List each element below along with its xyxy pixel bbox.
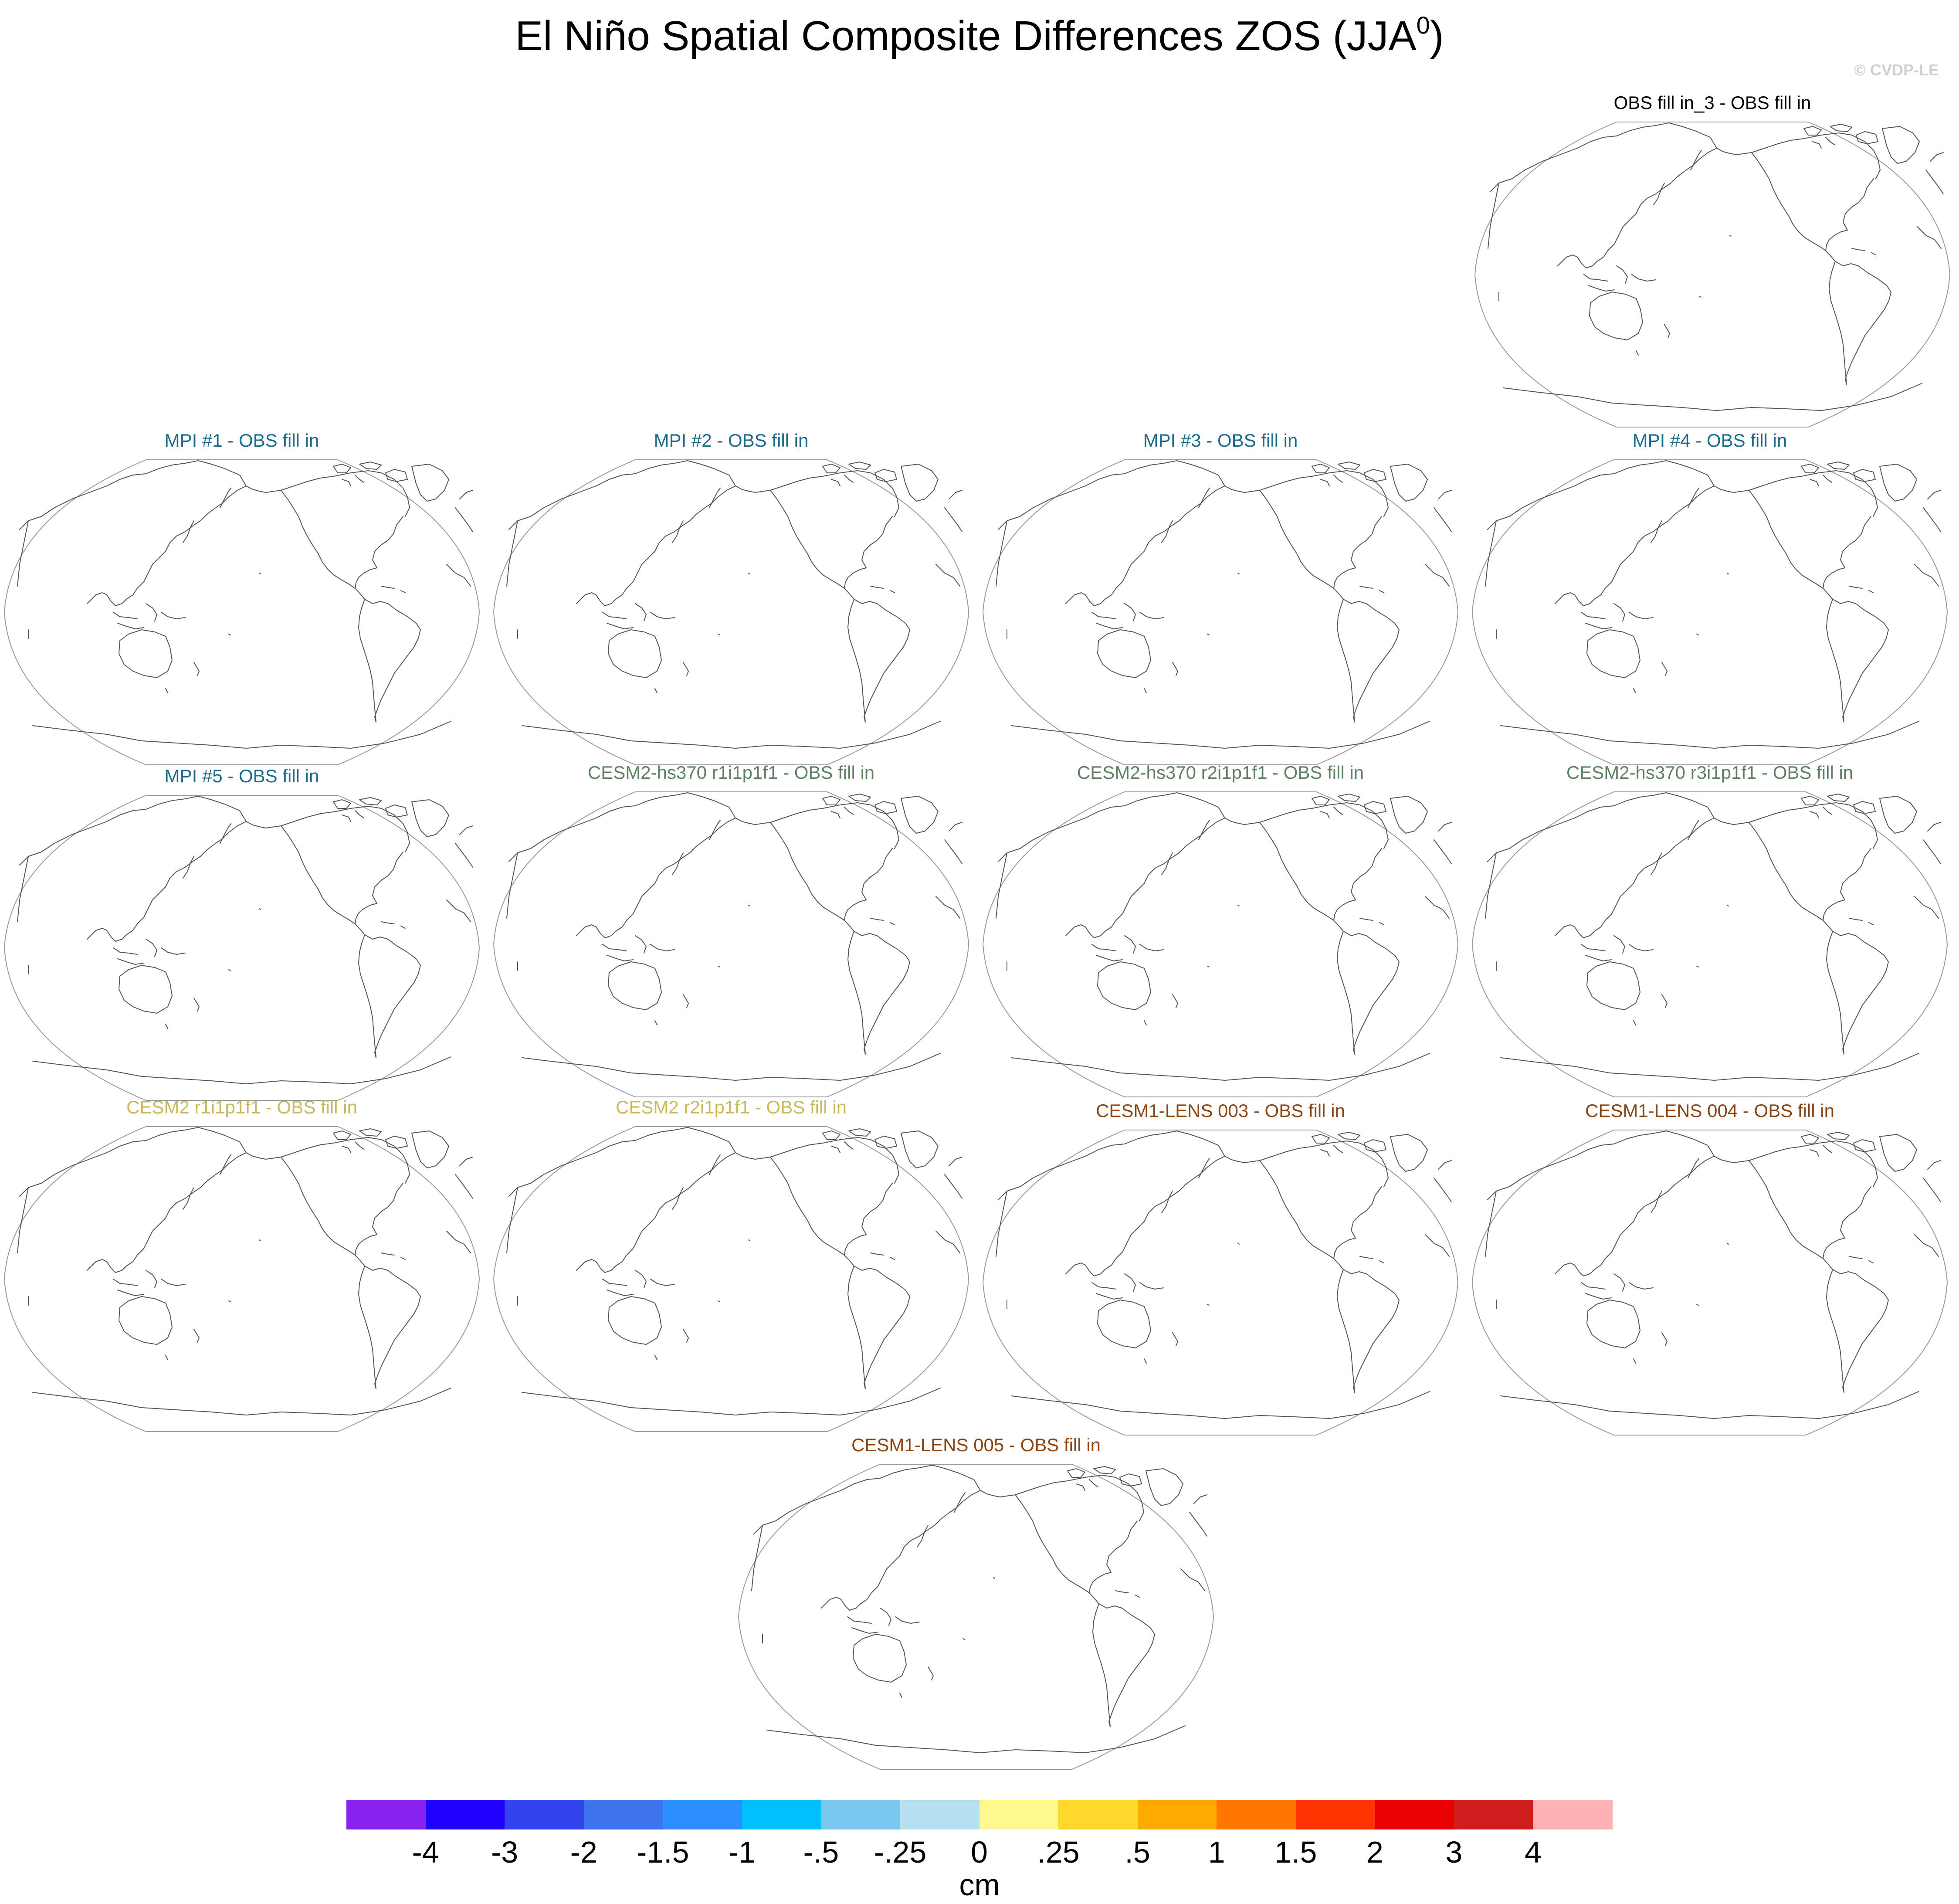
panel-title: MPI #3 - OBS fill in <box>1143 430 1298 451</box>
panel-title: CESM1-LENS 004 - OBS fill in <box>1585 1100 1834 1121</box>
panel-title: MPI #1 - OBS fill in <box>164 430 319 451</box>
colorbar-box <box>900 1800 980 1829</box>
panel-title: OBS fill in_3 - OBS fill in <box>1613 92 1811 113</box>
colorbar-box <box>346 1800 426 1829</box>
map-panel: MPI #1 - OBS fill in <box>2 429 481 769</box>
colorbar-tick-label: 1 <box>1208 1835 1225 1869</box>
world-map <box>1472 459 1948 765</box>
colorbar-tick-label: -.25 <box>874 1835 927 1869</box>
panel-title: CESM2 r1i1p1f1 - OBS fill in <box>126 1097 357 1117</box>
figure-title-close: ) <box>1430 13 1444 59</box>
map-panel: MPI #3 - OBS fill in <box>981 429 1460 769</box>
map-panel: MPI #4 - OBS fill in <box>1470 429 1949 769</box>
colorbar-tick-label: -4 <box>412 1835 439 1869</box>
panel-title: MPI #5 - OBS fill in <box>164 766 319 786</box>
world-map <box>983 459 1458 765</box>
map-panel: MPI #2 - OBS fill in <box>491 429 971 769</box>
world-map <box>983 1130 1458 1436</box>
world-map <box>493 459 969 765</box>
colorbar-units: cm <box>959 1868 1000 1902</box>
colorbar-box <box>583 1800 663 1829</box>
panel-title: CESM1-LENS 003 - OBS fill in <box>1096 1100 1345 1121</box>
map-panel: CESM2 r1i1p1f1 - OBS fill in <box>2 1096 481 1436</box>
map-panel: CESM2-hs370 r1i1p1f1 - OBS fill in <box>491 761 971 1101</box>
colorbar-box <box>821 1800 901 1829</box>
world-map <box>738 1464 1214 1770</box>
map-panel: CESM2 r2i1p1f1 - OBS fill in <box>491 1096 971 1436</box>
colorbar-tick-label: 3 <box>1445 1835 1463 1869</box>
panel-title: CESM2-hs370 r1i1p1f1 - OBS fill in <box>587 762 875 783</box>
world-map <box>4 1126 480 1432</box>
colorbar-tick-label: -1 <box>728 1835 756 1869</box>
figure-title: El Niño Spatial Composite Differences ZO… <box>0 13 1959 57</box>
map-panel: CESM1-LENS 005 - OBS fill in <box>736 1434 1216 1774</box>
colorbar-box <box>1375 1800 1454 1829</box>
colorbar-box <box>1533 1800 1613 1829</box>
colorbar <box>346 1800 1613 1829</box>
world-map <box>493 1126 969 1432</box>
colorbar-tick-label: 2 <box>1366 1835 1383 1869</box>
world-map <box>4 459 480 765</box>
colorbar-box <box>425 1800 505 1829</box>
map-panel: CESM1-LENS 003 - OBS fill in <box>981 1100 1460 1439</box>
panel-title: CESM2-hs370 r3i1p1f1 - OBS fill in <box>1566 762 1854 783</box>
colorbar-tick-label: -1.5 <box>636 1835 689 1869</box>
panel-title: CESM2-hs370 r2i1p1f1 - OBS fill in <box>1077 762 1364 783</box>
world-map <box>1472 791 1948 1097</box>
colorbar-tick-label: 4 <box>1524 1835 1542 1869</box>
map-panel: CESM1-LENS 004 - OBS fill in <box>1470 1100 1949 1439</box>
colorbar-tick-label: 0 <box>971 1835 988 1869</box>
map-panel: CESM2-hs370 r3i1p1f1 - OBS fill in <box>1470 761 1949 1101</box>
colorbar-tick-label: 1.5 <box>1274 1835 1317 1869</box>
colorbar-tick-label: .25 <box>1037 1835 1080 1869</box>
panel-title: MPI #2 - OBS fill in <box>654 430 809 451</box>
world-map <box>4 795 480 1101</box>
colorbar-tick-label: -3 <box>491 1835 519 1869</box>
colorbar-box <box>1295 1800 1375 1829</box>
panel-title: MPI #4 - OBS fill in <box>1632 430 1787 451</box>
world-map <box>1472 1130 1948 1436</box>
colorbar-box <box>663 1800 742 1829</box>
figure-title-superscript: 0 <box>1416 11 1430 39</box>
watermark: © CVDP-LE <box>1854 61 1939 79</box>
figure-title-text: El Niño Spatial Composite Differences ZO… <box>515 13 1417 59</box>
colorbar-box <box>1217 1800 1296 1829</box>
world-map <box>983 791 1458 1097</box>
colorbar-tick-label: -.5 <box>803 1835 839 1869</box>
map-panel: CESM2-hs370 r2i1p1f1 - OBS fill in <box>981 761 1460 1101</box>
panel-title: CESM2 r2i1p1f1 - OBS fill in <box>616 1097 847 1117</box>
panel-title: CESM1-LENS 005 - OBS fill in <box>851 1435 1101 1455</box>
colorbar-box <box>742 1800 821 1829</box>
colorbar-box <box>1058 1800 1138 1829</box>
colorbar-box <box>1137 1800 1217 1829</box>
colorbar-tick-label: -2 <box>570 1835 597 1869</box>
map-panel: MPI #5 - OBS fill in <box>2 765 481 1105</box>
colorbar-tick-label: .5 <box>1125 1835 1150 1869</box>
colorbar-box <box>1454 1800 1533 1829</box>
world-map <box>1474 122 1950 428</box>
colorbar-box <box>979 1800 1059 1829</box>
colorbar-box <box>505 1800 584 1829</box>
map-panel: OBS fill in_3 - OBS fill in <box>1473 92 1952 431</box>
world-map <box>493 791 969 1097</box>
